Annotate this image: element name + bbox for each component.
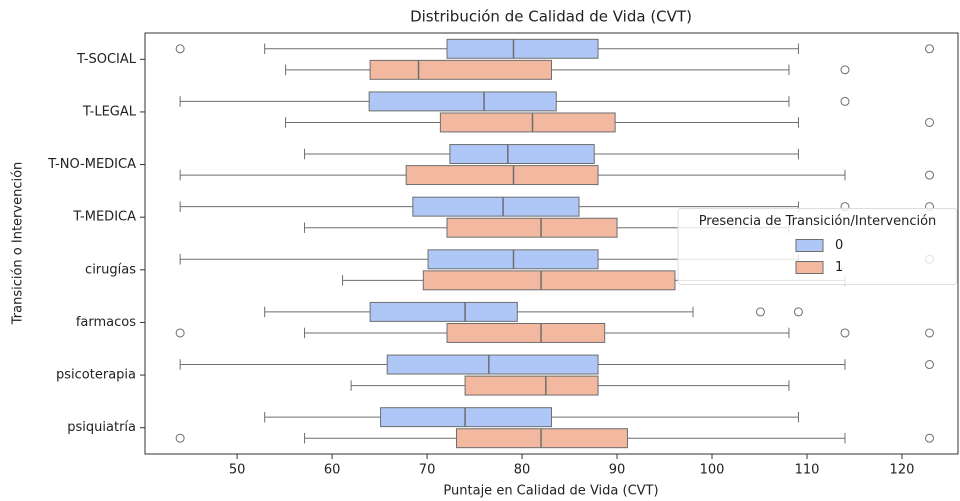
chart-title: Distribución de Calidad de Vida (CVT) bbox=[410, 8, 692, 26]
box bbox=[446, 217, 618, 238]
legend-label: 0 bbox=[835, 238, 843, 253]
box bbox=[446, 322, 606, 343]
x-tick-label: 120 bbox=[890, 463, 915, 478]
legend-swatch bbox=[795, 261, 824, 274]
box bbox=[456, 428, 628, 449]
legend-swatch bbox=[795, 239, 824, 252]
box bbox=[380, 407, 552, 428]
x-tick-label: 100 bbox=[700, 463, 725, 478]
y-tick-label: psicoterapia bbox=[56, 368, 136, 383]
outlier bbox=[175, 328, 185, 338]
outlier bbox=[840, 328, 850, 338]
outlier bbox=[925, 433, 935, 443]
outlier bbox=[175, 433, 185, 443]
y-tick-label: T-NO-MEDICA bbox=[47, 157, 136, 172]
box bbox=[368, 91, 557, 112]
y-axis-label: Transición o Intervención bbox=[11, 162, 26, 326]
outlier bbox=[840, 96, 850, 106]
plot-frame bbox=[144, 32, 959, 455]
outlier bbox=[840, 65, 850, 75]
legend-title: Presencia de Transición/Intervención bbox=[699, 214, 937, 229]
outlier bbox=[755, 307, 765, 317]
outlier bbox=[793, 307, 803, 317]
y-tick-label: T-SOCIAL bbox=[76, 52, 137, 67]
x-tick-label: 90 bbox=[609, 463, 626, 478]
y-tick-label: T-MEDICA bbox=[72, 210, 136, 225]
box bbox=[369, 301, 518, 322]
box bbox=[405, 165, 599, 186]
x-tick-label: 70 bbox=[419, 463, 436, 478]
box bbox=[464, 375, 599, 396]
x-tick-label: 110 bbox=[795, 463, 820, 478]
x-tick-label: 80 bbox=[514, 463, 531, 478]
outlier bbox=[925, 170, 935, 180]
y-tick-label: T-LEGAL bbox=[82, 104, 137, 119]
legend-label: 1 bbox=[835, 260, 843, 275]
outlier bbox=[925, 328, 935, 338]
y-tick-label: farmacos bbox=[76, 315, 136, 330]
legend: Presencia de Transición/Intervención 0 1 bbox=[677, 208, 958, 285]
y-tick-label: psiquiatría bbox=[67, 420, 136, 435]
y-tick-label: cirugías bbox=[85, 262, 136, 277]
outlier bbox=[925, 44, 935, 54]
outlier bbox=[925, 117, 935, 127]
box bbox=[449, 144, 595, 165]
outlier bbox=[925, 360, 935, 370]
box bbox=[422, 270, 676, 291]
box bbox=[386, 354, 599, 375]
box bbox=[412, 196, 580, 217]
x-axis-label: Puntaje en Calidad de Vida (CVT) bbox=[443, 484, 658, 499]
outlier bbox=[175, 44, 185, 54]
box bbox=[439, 112, 616, 133]
box bbox=[369, 59, 553, 80]
x-tick-label: 50 bbox=[229, 463, 246, 478]
x-tick-label: 60 bbox=[324, 463, 341, 478]
box bbox=[446, 38, 599, 59]
